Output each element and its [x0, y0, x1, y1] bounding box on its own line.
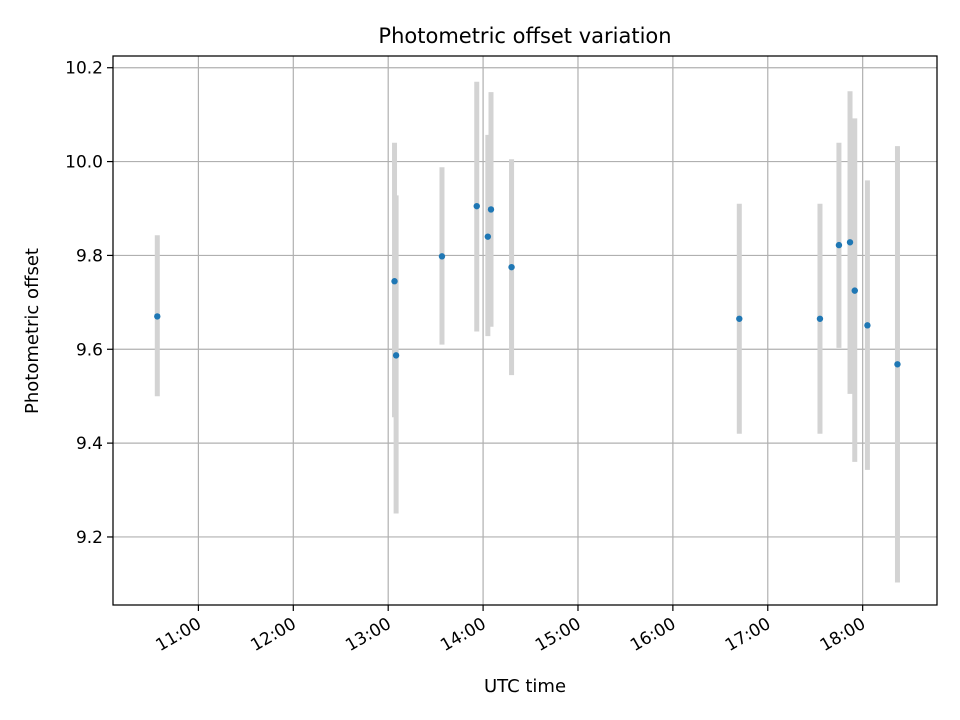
- grid-lines: [113, 56, 937, 605]
- data-point: [391, 278, 398, 285]
- chart-title: Photometric offset variation: [378, 24, 671, 48]
- data-points: [154, 202, 901, 368]
- data-point: [473, 202, 480, 210]
- data-point: [835, 241, 843, 249]
- data-point: [484, 233, 492, 240]
- data-point: [508, 263, 515, 271]
- data-point: [154, 313, 161, 320]
- y-tick-label: 10.2: [65, 59, 103, 79]
- data-point: [736, 315, 743, 322]
- data-point: [894, 361, 901, 368]
- data-point: [487, 206, 495, 213]
- y-tick-label: 9.2: [76, 528, 103, 548]
- data-point: [851, 287, 858, 294]
- data-point: [438, 253, 446, 260]
- y-axis-label: Photometric offset: [22, 248, 43, 414]
- y-axis-ticks: 9.2 9.4 9.6 9.8 10.0 10.2: [65, 59, 113, 548]
- y-tick-label: 9.4: [76, 434, 103, 454]
- x-axis-label: UTC time: [484, 676, 566, 697]
- y-tick-label: 9.6: [76, 340, 103, 360]
- data-point: [864, 322, 871, 329]
- y-tick-label: 10.0: [65, 153, 103, 173]
- data-point: [392, 352, 400, 359]
- data-point: [816, 315, 824, 322]
- data-point: [846, 239, 854, 246]
- y-tick-label: 9.8: [76, 246, 103, 266]
- plot-frame: [112, 55, 938, 606]
